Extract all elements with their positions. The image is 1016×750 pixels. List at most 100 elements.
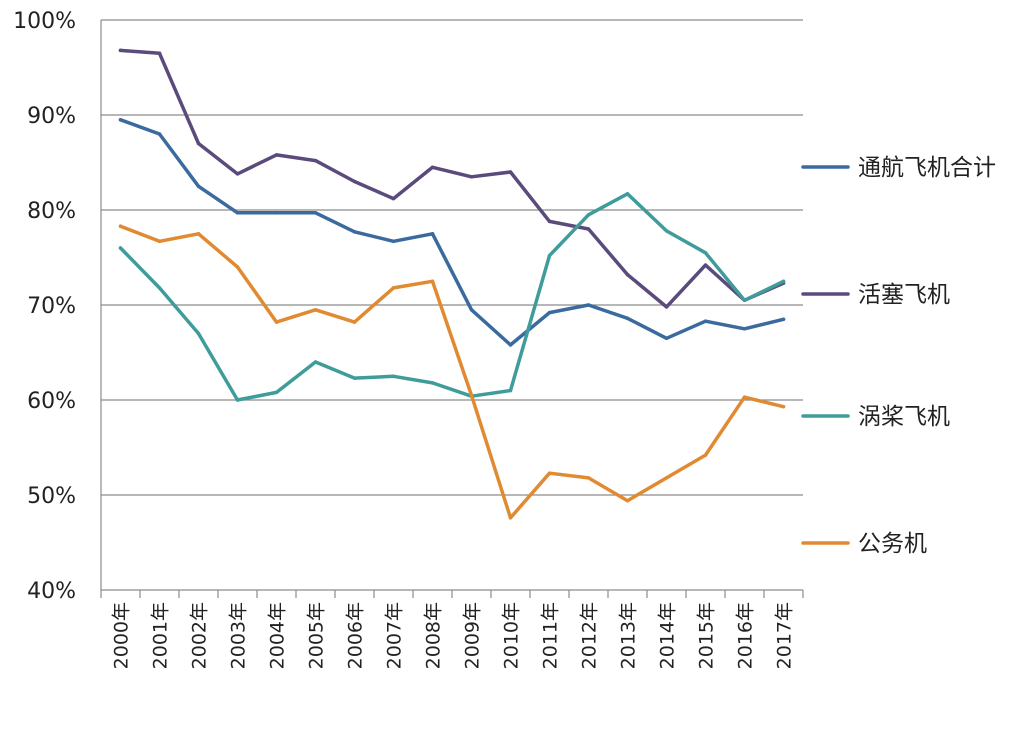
y-tick-label: 80%: [27, 199, 76, 224]
x-tick-label: 2004年: [267, 602, 289, 669]
data-point: [274, 211, 279, 215]
data-point: [625, 272, 630, 277]
data-point: [703, 453, 708, 457]
y-tick-label: 50%: [27, 484, 76, 509]
data-point: [547, 471, 552, 475]
data-point: [430, 232, 435, 236]
y-tick-label: 90%: [27, 104, 76, 129]
data-point: [508, 170, 513, 174]
data-point: [430, 165, 435, 169]
data-point: [196, 184, 201, 188]
data-point: [391, 239, 396, 244]
legend-label: 涡桨飞机: [858, 404, 950, 430]
data-point: [391, 286, 396, 290]
data-point: [469, 175, 474, 179]
data-point: [703, 319, 708, 323]
data-point: [508, 516, 513, 520]
data-point: [664, 305, 669, 309]
data-point: [313, 211, 318, 215]
y-tick-label: 70%: [27, 294, 76, 319]
series-line-3: [118, 224, 786, 520]
data-point: [664, 229, 669, 233]
data-point: [664, 476, 669, 480]
data-point: [742, 395, 747, 399]
data-point: [313, 158, 318, 163]
data-point: [430, 279, 435, 283]
data-point: [664, 336, 669, 340]
data-point: [274, 153, 279, 157]
data-point: [742, 327, 747, 331]
data-point: [586, 303, 591, 307]
data-point: [118, 118, 123, 122]
x-tick-label: 2007年: [384, 602, 406, 669]
data-point: [157, 239, 162, 244]
x-tick-label: 2008年: [423, 602, 445, 669]
legend-label: 公务机: [858, 531, 927, 557]
data-point: [625, 316, 630, 321]
y-tick-label: 40%: [27, 579, 76, 604]
data-point: [352, 179, 357, 184]
data-point: [352, 320, 357, 324]
data-point: [547, 219, 552, 224]
data-point: [547, 253, 552, 258]
data-point: [313, 308, 318, 312]
x-tick-label: 2016年: [735, 602, 757, 669]
x-tick-label: 2000年: [111, 602, 133, 669]
y-tick-labels: 40% 50% 60% 70% 80% 90% 100%: [13, 9, 76, 604]
x-tick-label: 2010年: [501, 602, 523, 669]
data-point: [196, 141, 201, 146]
data-point: [313, 360, 318, 364]
data-point: [274, 390, 279, 395]
x-tick-label: 2003年: [228, 602, 250, 669]
data-point: [391, 196, 396, 201]
data-point: [235, 398, 240, 402]
data-point: [235, 265, 240, 269]
series-line-0: [118, 118, 786, 347]
x-tick-label: 2009年: [462, 602, 484, 669]
data-point: [781, 317, 786, 321]
x-tick-label: 2002年: [189, 602, 211, 669]
legend-label: 活塞飞机: [858, 282, 950, 308]
data-point: [625, 498, 630, 503]
data-point: [235, 211, 240, 215]
x-tick-label: 2001年: [150, 602, 172, 669]
legend-label: 通航飞机合计: [858, 155, 996, 181]
data-point: [118, 48, 123, 53]
data-point: [508, 343, 513, 347]
data-point: [235, 172, 240, 176]
grid-lines: [101, 19, 803, 496]
data-point: [547, 310, 552, 315]
data-point: [430, 381, 435, 385]
data-point: [196, 331, 201, 336]
series-line-2: [118, 192, 786, 402]
data-point: [703, 251, 708, 255]
x-tick-label: 2006年: [345, 602, 367, 669]
data-point: [352, 230, 357, 234]
data-point: [157, 132, 162, 136]
data-point: [586, 476, 591, 480]
y-tick-label: 100%: [13, 9, 76, 34]
x-tick-label: 2014年: [657, 602, 679, 669]
series-line-1: [118, 48, 786, 309]
data-point: [469, 393, 474, 397]
data-point: [352, 376, 357, 380]
data-point: [508, 388, 513, 393]
data-point: [196, 232, 201, 236]
data-point: [781, 279, 786, 283]
y-tick-label: 60%: [27, 389, 76, 414]
data-point: [157, 286, 162, 290]
data-point: [625, 192, 630, 196]
data-point: [781, 404, 786, 409]
x-tick-label: 2013年: [618, 602, 640, 669]
data-point: [157, 51, 162, 55]
x-tick-label: 2017年: [774, 602, 796, 669]
x-tick-label: 2011年: [540, 602, 562, 669]
x-tick-label: 2012年: [579, 602, 601, 669]
axes: [100, 20, 804, 598]
series-lines: [118, 48, 786, 520]
data-point: [274, 320, 279, 324]
x-tick-label: 2015年: [696, 602, 718, 669]
data-point: [469, 308, 474, 312]
data-point: [703, 263, 708, 267]
